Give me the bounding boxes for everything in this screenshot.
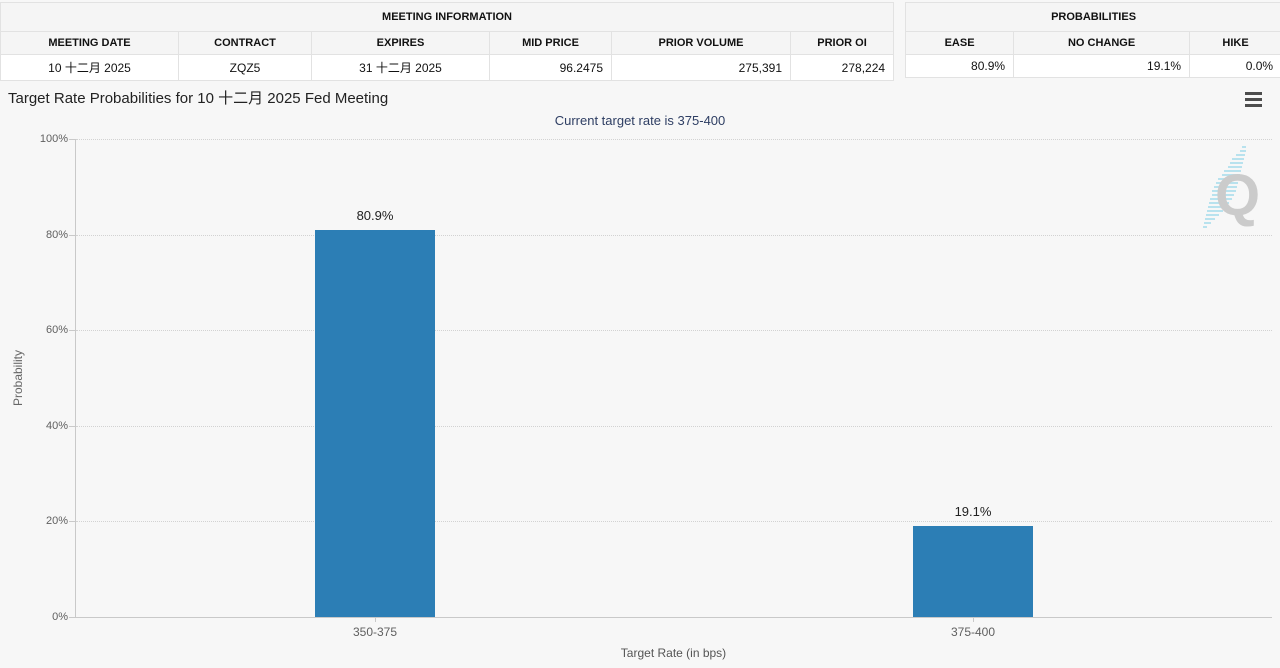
no-change-value: 19.1% (1013, 54, 1191, 78)
probabilities-title: PROBABILITIES (905, 2, 1280, 32)
chart-menu-hamburger-icon[interactable] (1245, 92, 1262, 107)
col-header-contract: CONTRACT (178, 31, 312, 55)
col-header-meeting-date: MEETING DATE (0, 31, 179, 55)
x-axis-tick (375, 617, 376, 622)
col-header-prior-oi: PRIOR OI (789, 31, 895, 55)
gridline (76, 425, 1272, 427)
y-axis-tick-label: 60% (45, 324, 68, 337)
summary-tables: MEETING INFORMATION MEETING DATE CONTRAC… (0, 0, 1280, 81)
probabilities-row: 80.9% 19.1% 0.0% (905, 54, 1280, 78)
col-header-mid-price: MID PRICE (489, 31, 612, 55)
x-axis-title: Target Rate (in bps) (620, 646, 727, 660)
y-axis-tick-label: 100% (39, 133, 68, 145)
y-axis-tick (69, 425, 75, 427)
bar-value-label: 19.1% (954, 503, 992, 519)
gridline (76, 139, 1272, 140)
meeting-info-table: MEETING INFORMATION MEETING DATE CONTRAC… (0, 2, 895, 81)
gridline (76, 330, 1272, 332)
y-axis-tick (69, 521, 75, 523)
y-axis-tick (69, 234, 75, 236)
y-axis-tick (69, 617, 75, 618)
chart-subtitle: Current target rate is 375-400 (554, 113, 726, 128)
col-header-expires: EXPIRES (311, 31, 490, 55)
prior-volume-value: 275,391 (611, 54, 791, 81)
bar-value-label: 80.9% (356, 208, 394, 224)
probabilities-table: PROBABILITIES EASE NO CHANGE HIKE 80.9% … (905, 2, 1280, 78)
expires-value: 31 十二月 2025 (311, 54, 490, 81)
col-header-hike: HIKE (1189, 31, 1280, 55)
chart-title: Target Rate Probabilities for 10 十二月 202… (8, 90, 389, 107)
x-axis-category-label: 350-375 (352, 625, 398, 639)
col-header-ease: EASE (905, 31, 1015, 55)
col-header-no-change: NO CHANGE (1013, 31, 1191, 55)
x-axis-tick (973, 617, 974, 622)
gridline (76, 234, 1272, 236)
y-axis-tick (69, 139, 75, 140)
probability-bar[interactable] (913, 525, 1033, 617)
y-axis-tick (69, 330, 75, 332)
quikstrike-watermark-icon: Q (1203, 146, 1260, 228)
fed-meeting-probability-chart: Target Rate Probabilities for 10 十二月 202… (0, 81, 1280, 668)
meeting-info-row: 10 十二月 2025 ZQZ5 31 十二月 2025 96.2475 275… (0, 54, 895, 81)
hike-value: 0.0% (1189, 54, 1280, 78)
meeting-date-value: 10 十二月 2025 (0, 54, 179, 81)
y-axis-tick-label: 0% (52, 611, 68, 623)
plot-area: 0% 20% 40% 60% 80% 100% 80.9% 350-375 19.1% 375-4… (40, 133, 1272, 639)
prior-oi-value: 278,224 (789, 54, 895, 81)
y-axis-tick-label: 20% (45, 515, 68, 528)
gridline (76, 521, 1272, 523)
probability-bar[interactable] (315, 230, 435, 617)
col-header-prior-volume: PRIOR VOLUME (611, 31, 791, 55)
y-axis-tick-label: 40% (45, 419, 68, 432)
contract-value: ZQZ5 (178, 54, 312, 81)
watermark-letter: Q (1215, 163, 1260, 228)
ease-value: 80.9% (905, 54, 1015, 78)
meeting-info-title: MEETING INFORMATION (0, 2, 895, 32)
y-axis-title: Probability (11, 349, 25, 407)
y-axis-tick-label: 80% (45, 228, 68, 241)
x-axis-category-label: 375-400 (950, 625, 996, 639)
mid-price-value: 96.2475 (489, 54, 612, 81)
